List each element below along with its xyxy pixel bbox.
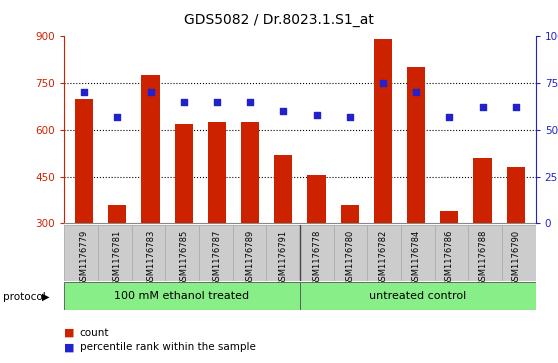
Bar: [435, 225, 468, 281]
Bar: [233, 225, 266, 281]
Text: GSM1176789: GSM1176789: [246, 229, 254, 286]
Bar: [300, 225, 334, 281]
Bar: [340, 205, 359, 223]
Bar: [175, 123, 193, 223]
Bar: [468, 225, 502, 281]
Bar: [300, 282, 536, 310]
Point: [113, 114, 122, 119]
Text: ■: ■: [64, 342, 75, 352]
Bar: [108, 205, 127, 223]
Text: GSM1176779: GSM1176779: [80, 229, 89, 286]
Text: GSM1176787: GSM1176787: [213, 229, 222, 286]
Point: [312, 112, 321, 118]
Bar: [407, 68, 425, 223]
Point: [345, 114, 354, 119]
Bar: [307, 175, 326, 223]
Text: 100 mM ethanol treated: 100 mM ethanol treated: [114, 291, 249, 301]
Bar: [98, 225, 132, 281]
Bar: [64, 282, 300, 310]
Bar: [374, 40, 392, 223]
Text: percentile rank within the sample: percentile rank within the sample: [80, 342, 256, 352]
Text: GSM1176781: GSM1176781: [113, 229, 122, 286]
Text: GSM1176782: GSM1176782: [378, 229, 387, 286]
Text: GSM1176788: GSM1176788: [478, 229, 487, 286]
Point: [511, 105, 520, 110]
Bar: [502, 225, 536, 281]
Bar: [266, 225, 300, 281]
Point: [179, 99, 188, 105]
Text: count: count: [80, 328, 109, 338]
Text: GSM1176786: GSM1176786: [445, 229, 454, 286]
Bar: [199, 225, 233, 281]
Text: protocol: protocol: [3, 291, 46, 302]
Bar: [208, 122, 226, 223]
Point: [412, 90, 421, 95]
Text: GSM1176785: GSM1176785: [179, 229, 188, 286]
Bar: [401, 225, 435, 281]
Bar: [141, 75, 160, 223]
Bar: [274, 155, 292, 223]
Text: GSM1176778: GSM1176778: [312, 229, 321, 286]
Point: [279, 108, 288, 114]
Bar: [440, 211, 459, 223]
Text: ■: ■: [64, 328, 75, 338]
Point: [478, 105, 487, 110]
Bar: [473, 158, 492, 223]
Point: [146, 90, 155, 95]
Text: untreated control: untreated control: [369, 291, 466, 301]
Text: GSM1176784: GSM1176784: [412, 229, 421, 286]
Point: [246, 99, 254, 105]
Point: [445, 114, 454, 119]
Point: [378, 80, 387, 86]
Bar: [334, 225, 367, 281]
Bar: [64, 225, 98, 281]
Bar: [132, 225, 165, 281]
Text: GSM1176783: GSM1176783: [146, 229, 155, 286]
Point: [213, 99, 222, 105]
Bar: [367, 225, 401, 281]
Bar: [241, 122, 259, 223]
Bar: [507, 167, 525, 223]
Text: GSM1176780: GSM1176780: [345, 229, 354, 286]
Bar: [165, 225, 199, 281]
Text: GSM1176791: GSM1176791: [279, 229, 288, 286]
Text: ▶: ▶: [42, 291, 49, 302]
Text: GDS5082 / Dr.8023.1.S1_at: GDS5082 / Dr.8023.1.S1_at: [184, 13, 374, 27]
Bar: [75, 99, 93, 223]
Text: GSM1176790: GSM1176790: [511, 229, 520, 286]
Point: [80, 90, 89, 95]
